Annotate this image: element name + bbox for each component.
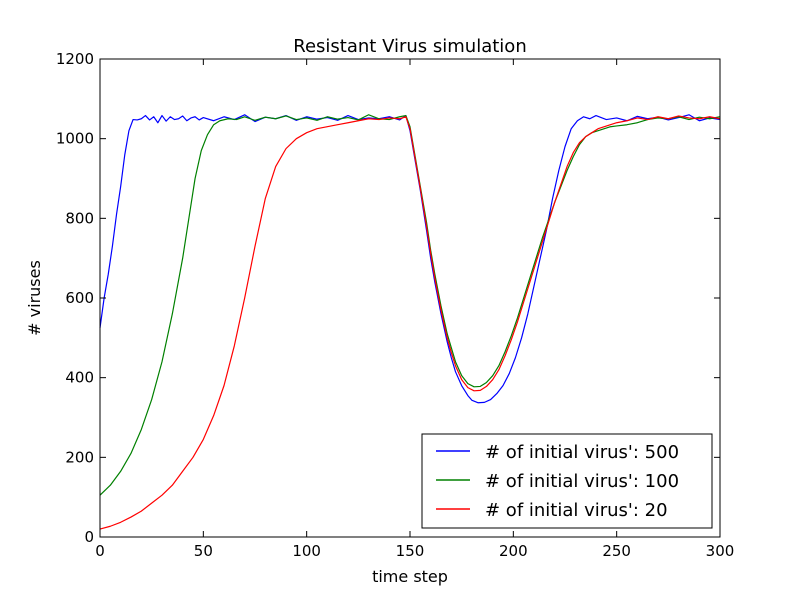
- y-tick-label: 600: [65, 289, 94, 307]
- x-tick-label: 200: [499, 542, 528, 560]
- legend-label: # of initial virus': 20: [485, 500, 668, 521]
- y-tick-label: 400: [65, 369, 94, 387]
- legend-label: # of initial virus': 500: [485, 442, 679, 463]
- x-tick-label: 100: [292, 542, 321, 560]
- series-line-3: [99, 115, 721, 530]
- series-line-2: [99, 114, 721, 496]
- x-tick-label: 0: [95, 542, 105, 560]
- y-tick-label: 800: [65, 209, 94, 227]
- y-axis-label: # viruses: [25, 260, 44, 336]
- x-tick-label: 300: [706, 542, 735, 560]
- axes-layer: 0 50 100 150 200 250 300 0 200 400 600 800 1000 1200: [56, 50, 735, 560]
- x-tick-label: 150: [396, 542, 425, 560]
- x-axis-label: time step: [372, 567, 448, 586]
- legend-label: # of initial virus': 100: [485, 471, 679, 492]
- legend: # of initial virus': 500 # of initial vir…: [421, 433, 713, 529]
- y-tick-label: 1000: [56, 130, 94, 148]
- chart-title: Resistant Virus simulation: [293, 36, 526, 57]
- y-tick-label: 0: [84, 528, 94, 546]
- x-tick-label: 50: [194, 542, 213, 560]
- series-layer: [99, 114, 721, 530]
- x-tick-label: 250: [602, 542, 631, 560]
- legend-box: [421, 433, 713, 529]
- y-tick-label: 1200: [56, 50, 94, 68]
- y-tick-label: 200: [65, 448, 94, 466]
